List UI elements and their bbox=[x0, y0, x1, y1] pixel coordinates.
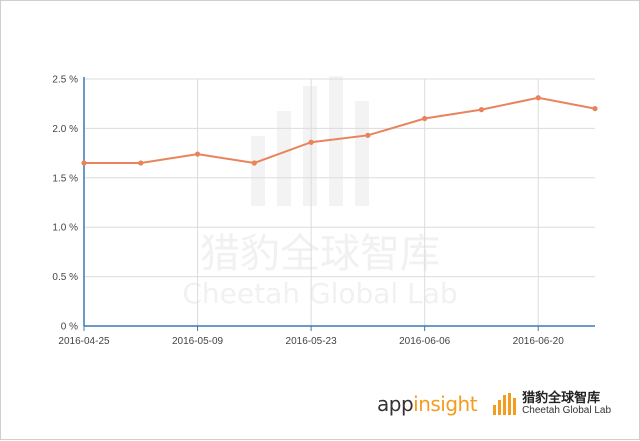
data-point bbox=[251, 160, 257, 166]
x-tick-label: 2016-06-20 bbox=[513, 336, 565, 347]
data-point bbox=[478, 107, 485, 113]
data-point bbox=[365, 132, 371, 138]
x-tick-label: 2016-05-23 bbox=[286, 336, 338, 347]
x-tick-label: 2016-04-25 bbox=[58, 336, 110, 347]
cheetah-bars-icon bbox=[493, 392, 517, 415]
y-tick-label: 1.5 % bbox=[52, 173, 78, 184]
y-tick-label: 0.5 % bbox=[52, 272, 78, 283]
x-tick-label: 2016-05-09 bbox=[172, 336, 224, 347]
data-point bbox=[81, 160, 87, 166]
data-point bbox=[308, 139, 314, 145]
cheetah-logo-en: Cheetah Global Lab bbox=[522, 404, 612, 416]
y-tick-label: 2.5 % bbox=[52, 75, 78, 86]
data-point bbox=[422, 115, 428, 122]
watermark-bar bbox=[303, 86, 317, 206]
y-tick-label: 1.0 % bbox=[52, 223, 78, 234]
appinsight-logo-app: app bbox=[377, 392, 414, 416]
data-point bbox=[592, 106, 598, 112]
footer-logos: appinsight 猎豹全球智库 Cheetah Global Lab bbox=[377, 389, 611, 419]
x-tick-label: 2016-06-06 bbox=[399, 336, 451, 347]
watermark-en: Cheetah Global Lab bbox=[182, 277, 457, 310]
watermark: 猎豹全球智库 Cheetah Global Lab bbox=[182, 76, 458, 310]
appinsight-logo-insight: insight bbox=[413, 392, 478, 416]
cheetah-global-lab-logo: 猎豹全球智库 Cheetah Global Lab bbox=[493, 392, 611, 416]
y-tick-label: 0 % bbox=[61, 322, 78, 333]
watermark-bar bbox=[355, 101, 369, 206]
y-tick-label: 2.0 % bbox=[52, 124, 78, 135]
watermark-cn: 猎豹全球智库 bbox=[200, 231, 440, 277]
appinsight-logo: appinsight bbox=[377, 392, 478, 416]
watermark-bar bbox=[277, 111, 291, 206]
data-point bbox=[535, 95, 541, 101]
cheetah-logo-cn: 猎豹全球智库 bbox=[522, 390, 601, 406]
watermark-bar bbox=[329, 76, 343, 206]
data-point bbox=[194, 151, 201, 157]
data-point bbox=[138, 160, 144, 166]
watermark-bar bbox=[251, 136, 265, 206]
series-line bbox=[84, 96, 596, 165]
